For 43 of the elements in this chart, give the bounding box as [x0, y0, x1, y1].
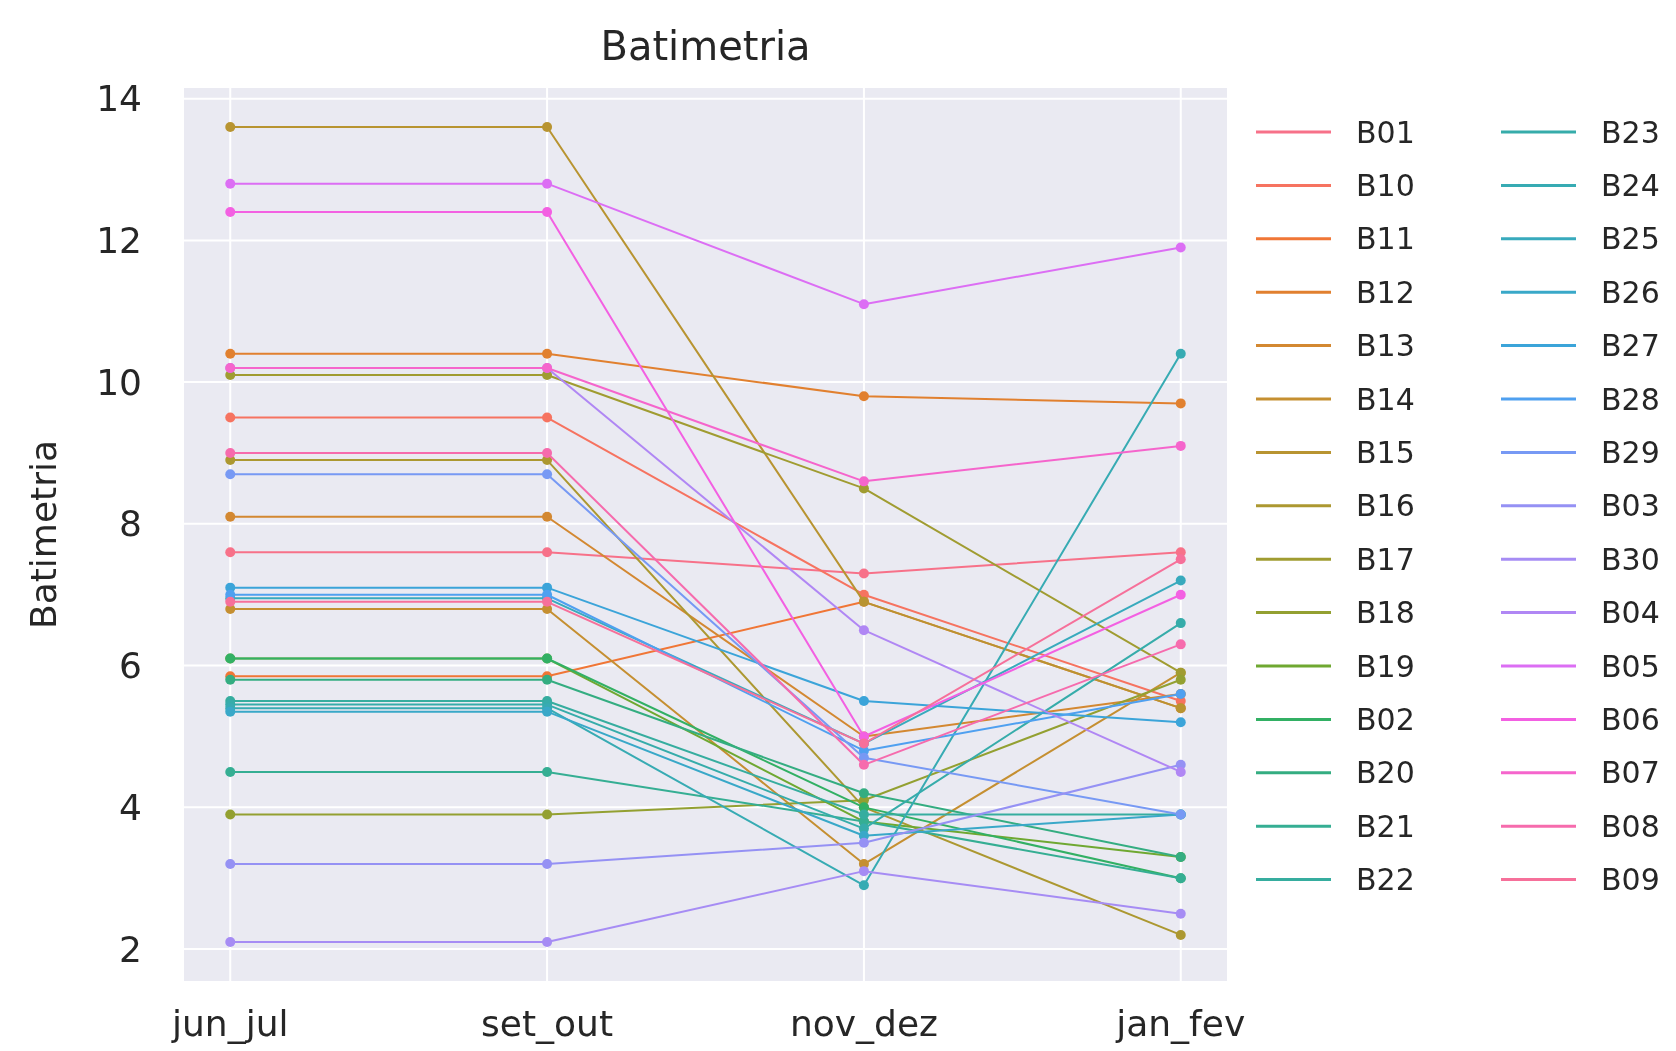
legend-label: B18 — [1356, 595, 1415, 631]
y-tick-label: 6 — [119, 645, 142, 687]
legend-label: B25 — [1601, 221, 1660, 257]
x-tick-label: jan_fev — [1115, 1003, 1246, 1044]
legend-label: B29 — [1601, 434, 1660, 470]
x-tick-label: set_out — [481, 1003, 614, 1044]
y-tick-label: 4 — [119, 786, 142, 828]
legend-label: B27 — [1601, 328, 1660, 364]
legend-label: B01 — [1356, 114, 1415, 150]
y-tick-label: 12 — [96, 219, 142, 261]
legend-label: B08 — [1601, 808, 1660, 844]
legend-label: B09 — [1601, 862, 1660, 898]
legend-label: B02 — [1356, 701, 1415, 737]
legend-label: B24 — [1601, 167, 1660, 203]
legend-label: B16 — [1356, 488, 1415, 524]
legend-label: B19 — [1356, 648, 1415, 684]
legend-label: B03 — [1601, 488, 1660, 524]
legend-label: B05 — [1601, 648, 1660, 684]
legend-label: B12 — [1356, 274, 1415, 310]
y-tick-label: 14 — [96, 78, 142, 120]
y-axis-title: Batimetria — [23, 439, 64, 630]
legend-label: B14 — [1356, 381, 1415, 417]
legend-label: B30 — [1601, 541, 1660, 577]
legend-label: B13 — [1356, 328, 1415, 364]
legend-label: B17 — [1356, 541, 1415, 577]
legend-label: B28 — [1601, 381, 1660, 417]
legend-label: B06 — [1601, 701, 1660, 737]
x-tick-label: jun_jul — [171, 1003, 289, 1044]
legend-label: B20 — [1356, 755, 1415, 791]
legend-label: B15 — [1356, 434, 1415, 470]
legend-label: B22 — [1356, 862, 1415, 898]
x-tick-label: nov_dez — [789, 1003, 938, 1044]
y-tick-label: 10 — [96, 361, 142, 403]
legend-label: B21 — [1356, 808, 1415, 844]
legend-label: B07 — [1601, 755, 1660, 791]
legend-label: B04 — [1601, 595, 1660, 631]
legend-label: B11 — [1356, 221, 1415, 257]
chart-title: Batimetria — [600, 23, 811, 69]
legend-label: B23 — [1601, 114, 1660, 150]
legend-label: B10 — [1356, 167, 1415, 203]
y-tick-label: 8 — [119, 503, 142, 545]
legend-label: B26 — [1601, 274, 1660, 310]
y-tick-label: 2 — [119, 928, 142, 970]
